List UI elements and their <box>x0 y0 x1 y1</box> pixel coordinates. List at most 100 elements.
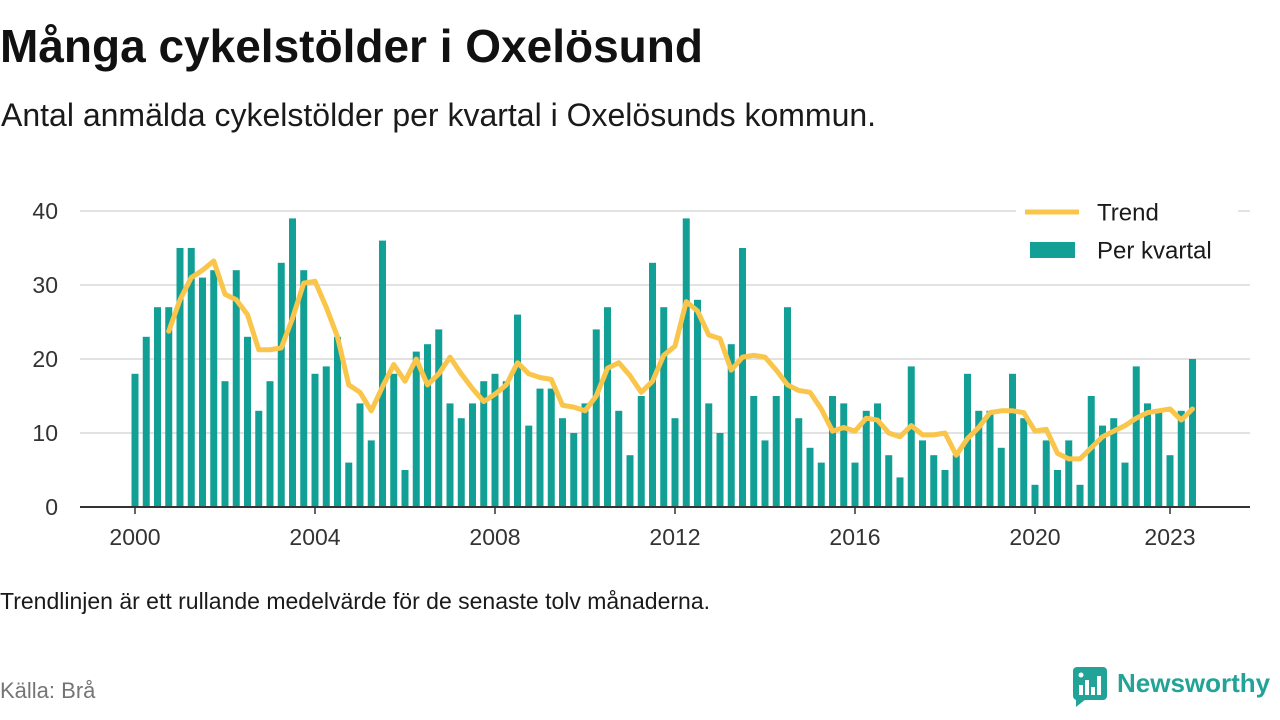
bar <box>761 440 769 507</box>
bar <box>165 307 173 507</box>
bar <box>1054 470 1061 507</box>
bar <box>1020 418 1028 507</box>
y-axis-labels: 0 10 20 30 40 <box>32 198 58 520</box>
bar <box>1087 396 1095 507</box>
bar <box>795 418 803 507</box>
chart-subtitle: Antal anmälda cykelstölder per kvartal i… <box>1 97 877 133</box>
bar <box>772 396 780 507</box>
bar <box>896 477 904 507</box>
bar <box>1132 366 1140 507</box>
logo-icon-bubble <box>1073 667 1107 700</box>
bar <box>1155 410 1163 507</box>
bar <box>739 248 746 507</box>
logo-icon-bar <box>1085 680 1089 695</box>
legend: Trend Per kvartal <box>1016 196 1238 272</box>
bar <box>435 329 443 507</box>
bar <box>379 240 386 507</box>
bar <box>334 336 341 507</box>
bar <box>997 447 1005 507</box>
bar <box>457 418 465 507</box>
legend-label-per-kvartal: Per kvartal <box>1097 238 1212 265</box>
bar <box>502 381 510 507</box>
bar <box>840 403 848 507</box>
bar <box>862 410 870 507</box>
bar <box>671 418 679 507</box>
y-tick-label: 0 <box>45 494 58 520</box>
bar <box>592 329 600 507</box>
bar <box>817 462 825 507</box>
x-tick-label: 2016 <box>829 524 880 550</box>
chart-title: Många cykelstölder i Oxelösund <box>0 20 703 72</box>
x-axis-ticks: 2000 2004 2008 2012 2016 2020 2023 <box>109 508 1196 550</box>
bar <box>244 336 251 507</box>
bar <box>187 248 195 507</box>
bar <box>424 344 431 507</box>
y-tick-label: 20 <box>32 346 58 372</box>
bar <box>851 462 859 507</box>
source-credit: Källa: Brå <box>0 678 96 703</box>
bar <box>1042 440 1050 507</box>
y-tick-label: 30 <box>32 272 58 298</box>
bar <box>637 396 645 507</box>
bar <box>682 218 690 507</box>
bar <box>1189 359 1196 507</box>
bar <box>300 270 308 507</box>
bar <box>412 351 420 507</box>
bar <box>401 470 409 507</box>
bar <box>1099 425 1106 507</box>
bar-series <box>131 218 1196 507</box>
bar <box>660 307 668 507</box>
bar <box>986 410 994 507</box>
bar <box>1121 462 1129 507</box>
bar <box>1110 418 1118 507</box>
bar <box>885 455 893 507</box>
legend-label-trend: Trend <box>1097 200 1159 227</box>
bar <box>649 262 656 507</box>
logo-icon-tail <box>1076 696 1086 707</box>
x-tick-label: 2023 <box>1144 524 1195 550</box>
bar <box>1009 373 1016 507</box>
bar <box>255 410 263 507</box>
bar <box>525 425 533 507</box>
legend-background <box>1016 196 1238 272</box>
bar <box>221 381 229 507</box>
y-tick-label: 40 <box>32 198 58 224</box>
bar <box>277 262 285 507</box>
y-tick-label: 10 <box>32 420 58 446</box>
bar <box>356 403 364 507</box>
bar <box>480 381 488 507</box>
x-tick-label: 2012 <box>649 524 700 550</box>
bar <box>446 403 454 507</box>
bar <box>1031 484 1039 507</box>
bar <box>514 314 521 507</box>
bar <box>311 373 319 507</box>
bar <box>536 388 544 507</box>
bar <box>829 396 836 507</box>
bar <box>491 373 499 507</box>
bar <box>559 418 566 507</box>
bar <box>581 403 589 507</box>
bar <box>874 403 881 507</box>
bar <box>705 403 713 507</box>
bar <box>975 410 983 507</box>
x-tick-label: 2020 <box>1009 524 1060 550</box>
bar <box>232 270 240 507</box>
bar <box>289 218 296 507</box>
logo-icon-bar <box>1097 676 1101 695</box>
x-tick-label: 2000 <box>109 524 160 550</box>
bar <box>604 307 611 507</box>
bar <box>1177 410 1185 507</box>
x-tick-label: 2008 <box>469 524 520 550</box>
bar <box>626 455 634 507</box>
bar <box>1065 440 1073 507</box>
bar <box>919 440 926 507</box>
bar <box>727 344 735 507</box>
bar <box>367 440 375 507</box>
newsworthy-logo: Newsworthy <box>1072 666 1278 710</box>
bar <box>176 248 184 507</box>
bar <box>694 299 701 507</box>
newsworthy-logo-text: Newsworthy <box>1117 668 1271 698</box>
bar <box>1144 403 1151 507</box>
